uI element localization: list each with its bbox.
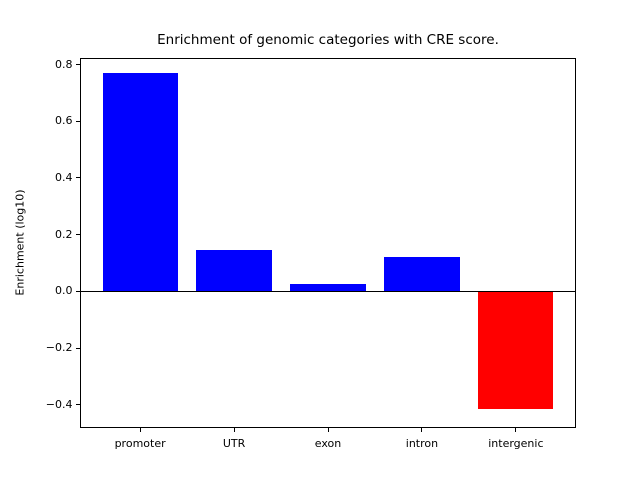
bar-intron xyxy=(384,257,460,292)
y-tick-label: −0.4 xyxy=(45,397,73,411)
y-tick-label: 0.2 xyxy=(55,227,73,241)
x-tick-label-exon: exon xyxy=(314,436,342,450)
x-tick-label-intron: intron xyxy=(405,436,439,450)
bar-UTR xyxy=(196,250,272,292)
x-tick-label-promoter: promoter xyxy=(114,436,166,450)
bar-exon xyxy=(290,284,366,292)
y-tick-mark xyxy=(76,64,80,66)
chart-title: Enrichment of genomic categories with CR… xyxy=(157,32,499,48)
y-tick-label: 0.4 xyxy=(55,170,73,184)
zero-line xyxy=(80,290,576,293)
y-tick-label: 0.8 xyxy=(55,57,73,71)
bar-promoter xyxy=(102,73,178,292)
y-tick-mark xyxy=(76,404,80,406)
y-tick-label: 0.6 xyxy=(55,114,73,128)
y-tick-mark xyxy=(76,177,80,179)
x-tick-label-intergenic: intergenic xyxy=(488,436,544,450)
x-tick-label-UTR: UTR xyxy=(222,436,246,450)
y-axis-label: Enrichment (log10) xyxy=(13,189,27,296)
x-tick-mark xyxy=(421,427,423,432)
x-tick-mark xyxy=(139,427,141,432)
x-tick-mark xyxy=(327,427,329,432)
bar-intergenic xyxy=(478,291,554,410)
y-tick-mark xyxy=(76,234,80,236)
y-tick-mark xyxy=(76,290,80,292)
y-tick-label: 0.0 xyxy=(55,284,73,298)
x-tick-mark xyxy=(233,427,235,432)
y-tick-mark xyxy=(76,120,80,122)
x-tick-mark xyxy=(515,427,517,432)
y-tick-mark xyxy=(76,347,80,349)
y-tick-label: −0.2 xyxy=(45,341,73,355)
